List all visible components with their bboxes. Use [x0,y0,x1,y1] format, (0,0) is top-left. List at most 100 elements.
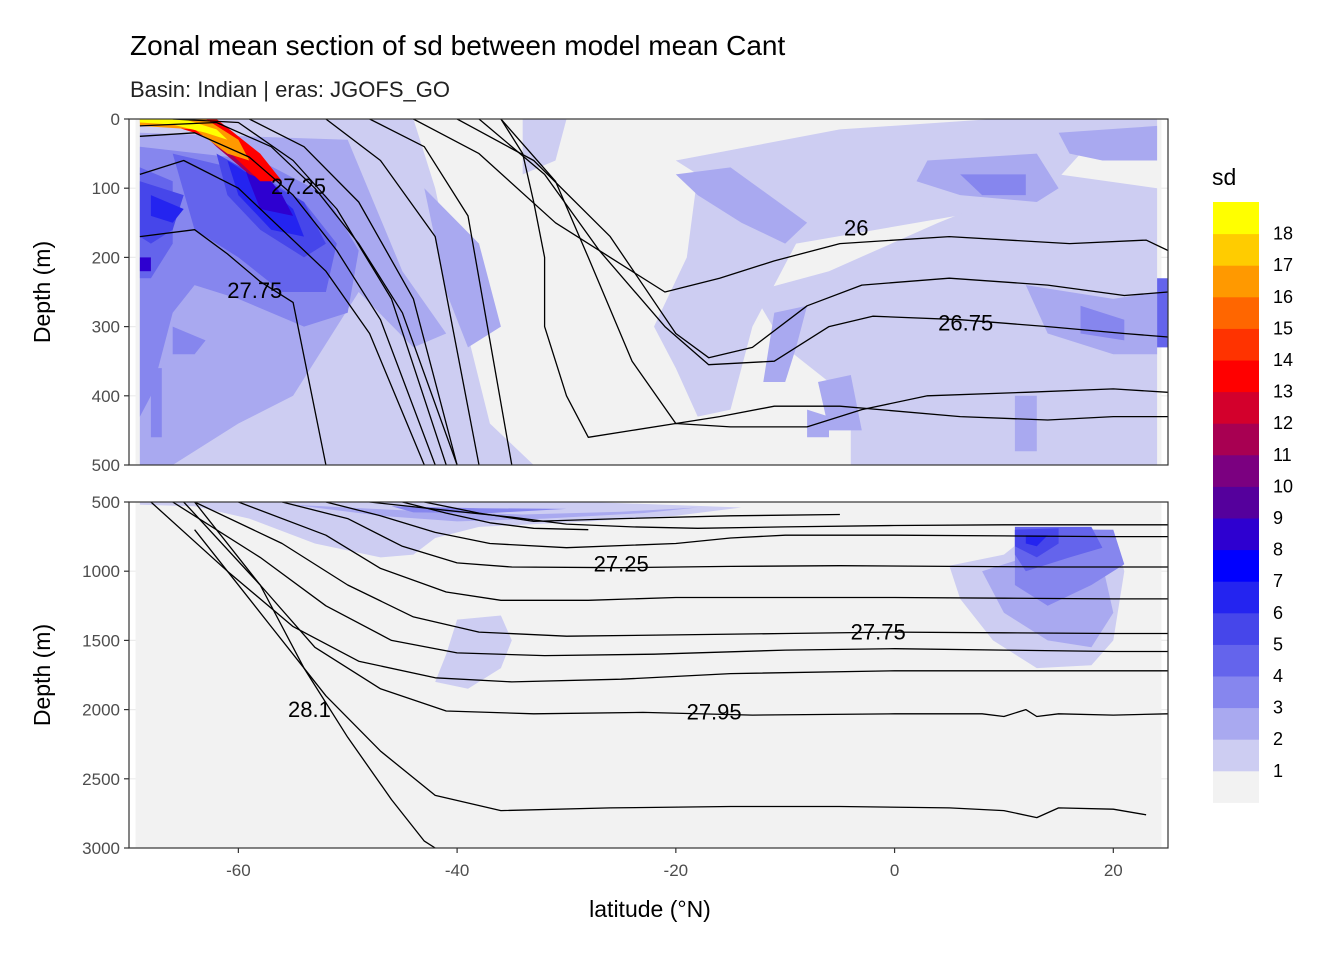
isopycnal-line [500,119,1168,425]
contour-label: 27.95 [687,700,742,725]
legend-swatch [1213,486,1259,519]
isopycnal-line [172,502,1168,657]
contour-label: 27.25 [271,174,326,199]
sd-contour-fill [818,375,862,431]
sd-contour-fill [172,326,206,355]
isopycnal-line [456,119,1168,359]
legend-swatch [1213,454,1259,487]
legend-swatch [1213,391,1259,424]
isopycnal-line [500,119,1168,438]
sd-contour-fill [1080,305,1125,341]
isopycnal-line [172,119,447,465]
isopycnal-line [325,119,480,465]
sd-contour-fill [139,119,250,161]
isopycnal-line [139,132,436,465]
legend-label: 15 [1273,318,1293,338]
sd-contour-fill [1014,395,1037,452]
sd-contour-fill [139,119,228,140]
y-tick-label: 1000 [82,562,120,581]
legend-label: 3 [1273,698,1283,718]
y-tick-label: 2000 [82,701,120,720]
sd-contour-fill [763,305,808,382]
isopycnal-line [194,502,1168,637]
legend-swatch [1213,549,1259,582]
isopycnal-line [238,502,1168,601]
y-tick-label: 500 [92,456,120,475]
legend-label: 5 [1273,634,1283,654]
isopycnal-line [478,119,1168,366]
sd-contour-fill [139,257,151,272]
isopycnal-line [369,119,513,465]
chart-subtitle: Basin: Indian | eras: JGOFS_GO [130,77,450,102]
legend-swatch [1213,581,1259,614]
upper-panel: 27.25 27.75 26 26.75 0 100 200 300 400 500 [92,110,1169,475]
sd-contour-fill [960,174,1026,196]
sd-contour-fill [391,506,567,514]
sd-contour-fill [150,195,184,223]
legend-swatch [1213,202,1259,235]
legend-swatch [1213,707,1259,740]
isopycnal-line [402,502,589,531]
sd-contour-fill [293,504,698,522]
legend-label: 7 [1273,571,1283,591]
isopycnal-line [150,502,1168,683]
panel-border [128,118,1169,466]
contour-label: 27.25 [594,551,649,576]
contour-label: 27.75 [851,619,906,644]
isopycnal-line [194,529,1147,819]
legend-label: 8 [1273,540,1283,560]
isopycnal-line [183,502,1168,718]
isopycnal-line [139,159,425,465]
legend-label: 13 [1273,382,1293,402]
isopycnal-line [325,502,1168,549]
legend-label: 9 [1273,508,1283,528]
sd-contour-fill [1157,278,1168,348]
legend-label: 1 [1273,761,1283,781]
legend-swatch [1213,360,1259,393]
y-tick-label: 500 [92,493,120,512]
x-tick-label: 20 [1104,861,1123,880]
legend-swatch [1213,676,1259,709]
y-tick-label: 100 [92,179,120,198]
panel-border [128,501,1169,849]
isopycnal-line [139,121,458,465]
x-axis-label: latitude (°N) [589,896,711,922]
legend-swatch [1213,612,1259,645]
isopycnal-line [249,119,458,465]
legend-label: 16 [1273,287,1293,307]
legend-title: sd [1212,164,1236,190]
contour-label: 27.75 [227,278,282,303]
x-tick-label: -40 [445,861,470,880]
legend-label: 4 [1273,666,1283,686]
legend-label: 12 [1273,413,1293,433]
lower-panel: 27.25 27.75 27.95 28.1 500 1000 1500 2000 2500 30… [82,493,1169,880]
y-axis-label-lower: Depth (m) [29,624,55,726]
contour-label: 26 [844,216,868,241]
legend-swatch [1213,518,1259,551]
y-tick-label: 1500 [82,631,120,650]
chart-title: Zonal mean section of sd between model m… [130,30,785,61]
isopycnal-line [194,502,436,848]
legend-label: 17 [1273,255,1293,275]
isopycnal-line [139,229,327,465]
contour-label: 28.1 [288,697,331,722]
y-tick-label: 3000 [82,839,120,858]
legend-label: 18 [1273,224,1293,244]
sd-contour-fill [150,368,162,438]
legend-swatch [1213,770,1259,803]
legend-label: 10 [1273,476,1293,496]
contour-label: 26.75 [938,310,993,335]
x-tick-label: -60 [226,861,251,880]
y-tick-label: 2500 [82,770,120,789]
legend-label: 2 [1273,729,1283,749]
y-tick-label: 0 [111,110,120,129]
legend-label: 6 [1273,603,1283,623]
sd-contour-fill [435,615,512,689]
isopycnal-line [413,119,1168,293]
legend-swatch [1213,296,1259,329]
x-tick-label: 0 [890,861,899,880]
x-tick-label: -20 [664,861,689,880]
y-tick-label: 300 [92,318,120,337]
